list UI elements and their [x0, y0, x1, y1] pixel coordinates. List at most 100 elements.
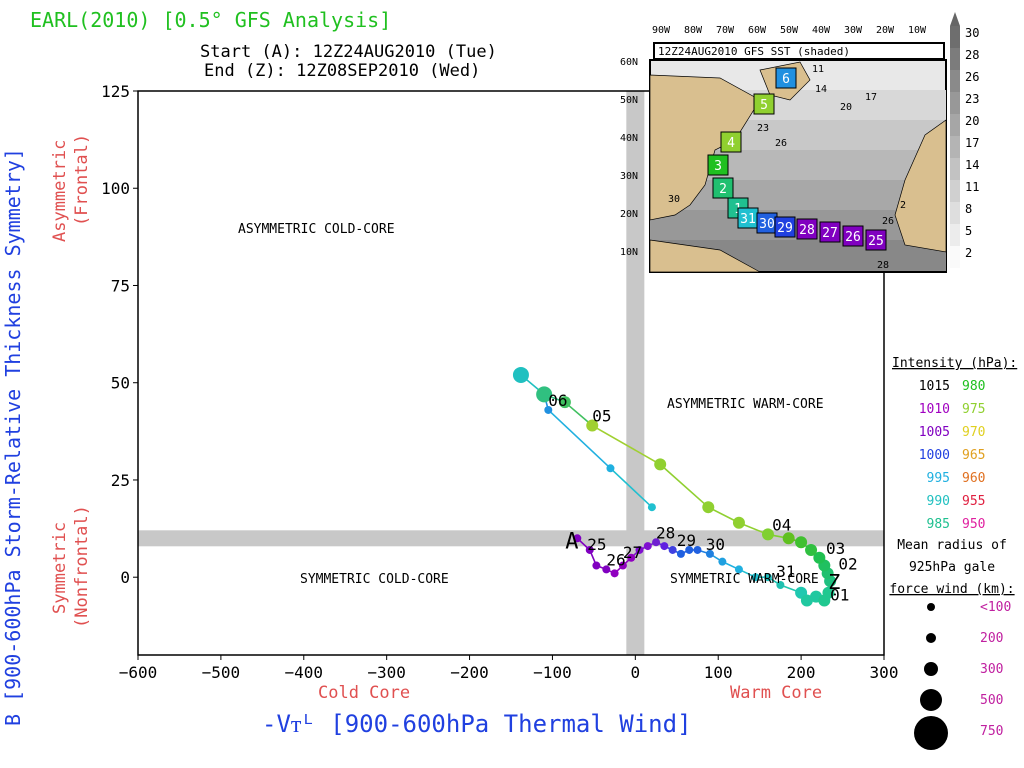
track-point	[685, 545, 694, 554]
track-point	[643, 542, 652, 551]
y-tick-label: 50	[111, 374, 130, 393]
inset-lat-label: 40N	[620, 133, 638, 144]
inset-track-box	[842, 225, 864, 247]
y-label-asym: Asymmetric	[50, 140, 70, 242]
legend-pressure: 985	[927, 517, 950, 532]
track-point	[512, 366, 529, 383]
inset-track-label: 25	[868, 234, 884, 249]
track-segment	[609, 467, 653, 508]
colorbar-swatch	[950, 26, 960, 48]
inset-track-box	[865, 229, 887, 251]
track-point	[805, 543, 818, 556]
legend-radius-title: force wind (km):	[889, 582, 1014, 597]
inset-sst-label: 26	[775, 138, 787, 149]
inset-lon-label: 10W	[908, 25, 927, 36]
colorbar-label: 20	[965, 114, 979, 128]
inset-track-label: 30	[759, 217, 775, 232]
x-tick-label: −100	[533, 663, 572, 682]
legend-pressure: 975	[962, 402, 985, 417]
inset-sst-label: 20	[840, 102, 852, 113]
chart-title: EARL(2010) [0.5° GFS Analysis]	[30, 8, 392, 32]
colorbar-label: 23	[965, 92, 979, 106]
colorbar-label: 30	[965, 26, 979, 40]
inset-lat-label: 10N	[620, 247, 638, 258]
inset-title: 12Z24AUG2010 GFS SST (shaded)	[658, 45, 850, 58]
track-day-label: 27	[623, 543, 642, 562]
x-tick-label: −300	[367, 663, 406, 682]
track-point	[544, 405, 553, 414]
track-point	[782, 532, 795, 545]
colorbar-swatch	[950, 180, 960, 202]
legend-radius-dot	[926, 633, 936, 643]
track-segment	[659, 463, 709, 508]
legend-pressure: 965	[962, 448, 985, 463]
inset-lon-label: 60W	[748, 25, 767, 36]
track-point	[606, 464, 615, 473]
x-label-cold: Cold Core	[318, 683, 410, 703]
track-point	[536, 386, 553, 403]
track-day-label: 02	[838, 554, 857, 573]
track-day-label: 29	[677, 531, 696, 550]
track-point	[676, 549, 685, 558]
x-tick-label: 300	[870, 663, 899, 682]
x-tick-label: 200	[787, 663, 816, 682]
colorbar-label: 11	[965, 180, 979, 194]
track-point	[654, 458, 667, 471]
inset-sst-label: 28	[877, 260, 889, 271]
track-point	[776, 580, 785, 589]
colorbar-swatch	[950, 92, 960, 114]
inset-lon-label: 40W	[812, 25, 831, 36]
legend-radius-label: 300	[980, 662, 1003, 677]
track-point	[693, 545, 702, 554]
track-end-marker: Z	[828, 570, 840, 594]
track-point	[800, 594, 813, 607]
track-point	[602, 565, 611, 574]
legend-radius-label: 200	[980, 631, 1003, 646]
colorbar-label: 14	[965, 158, 979, 172]
y-label-sym: Symmetric	[50, 522, 70, 614]
inset-track-box	[720, 131, 742, 153]
x-label-warm: Warm Core	[730, 683, 822, 703]
colorbar-arrow	[950, 12, 960, 26]
inset-track-label: 28	[799, 223, 815, 238]
inset-lon-label: 20W	[876, 25, 895, 36]
track-segment	[591, 424, 661, 466]
legend-pressure: 980	[962, 379, 985, 394]
legend-radius-title: Mean radius of	[897, 538, 1007, 553]
quadrant-sym-cold: SYMMETRIC COLD-CORE	[300, 572, 449, 587]
legend-radius-dot	[920, 689, 942, 711]
colorbar-label: 26	[965, 70, 979, 84]
legend-radius-dot	[914, 716, 948, 750]
axes: −600 −500 −400 −300 −200 −100 0 100 200 300025507…	[101, 82, 898, 682]
legend-pressure: 990	[927, 494, 950, 509]
track-day-label: 04	[772, 516, 791, 535]
colorbar-label: 2	[965, 246, 972, 260]
inset-sst-label: 11	[812, 64, 824, 75]
y-tick-label: 25	[111, 471, 130, 490]
start-time: Start (A): 12Z24AUG2010 (Tue)	[200, 42, 497, 62]
inset-track-box	[712, 177, 734, 199]
plot-frame	[137, 90, 885, 656]
legend-pressure: 1000	[919, 448, 950, 463]
track-point	[558, 396, 571, 409]
track-point	[751, 573, 760, 582]
inset-lat-label: 60N	[620, 57, 638, 68]
legend-radius-title: 925hPa gale	[909, 560, 995, 575]
inset-lat-label: 20N	[620, 209, 638, 220]
colorbar-swatch	[950, 158, 960, 180]
inset-lat-label: 50N	[620, 95, 638, 106]
track-day-label: 31	[776, 562, 795, 581]
legend-radius-label: 750	[980, 724, 1003, 739]
inset-track-label: 5	[760, 98, 768, 113]
inset-lat-label: 30N	[620, 171, 638, 182]
inset-sst-label: 23	[757, 123, 769, 134]
track-point	[647, 503, 656, 512]
legend-pressure: 960	[962, 471, 985, 486]
inset-track-label: 26	[845, 230, 861, 245]
legend-pressure: 995	[927, 471, 950, 486]
inset-track-label: 2	[719, 182, 727, 197]
inset-lon-label: 90W	[652, 25, 671, 36]
inset-title-box	[653, 42, 945, 60]
